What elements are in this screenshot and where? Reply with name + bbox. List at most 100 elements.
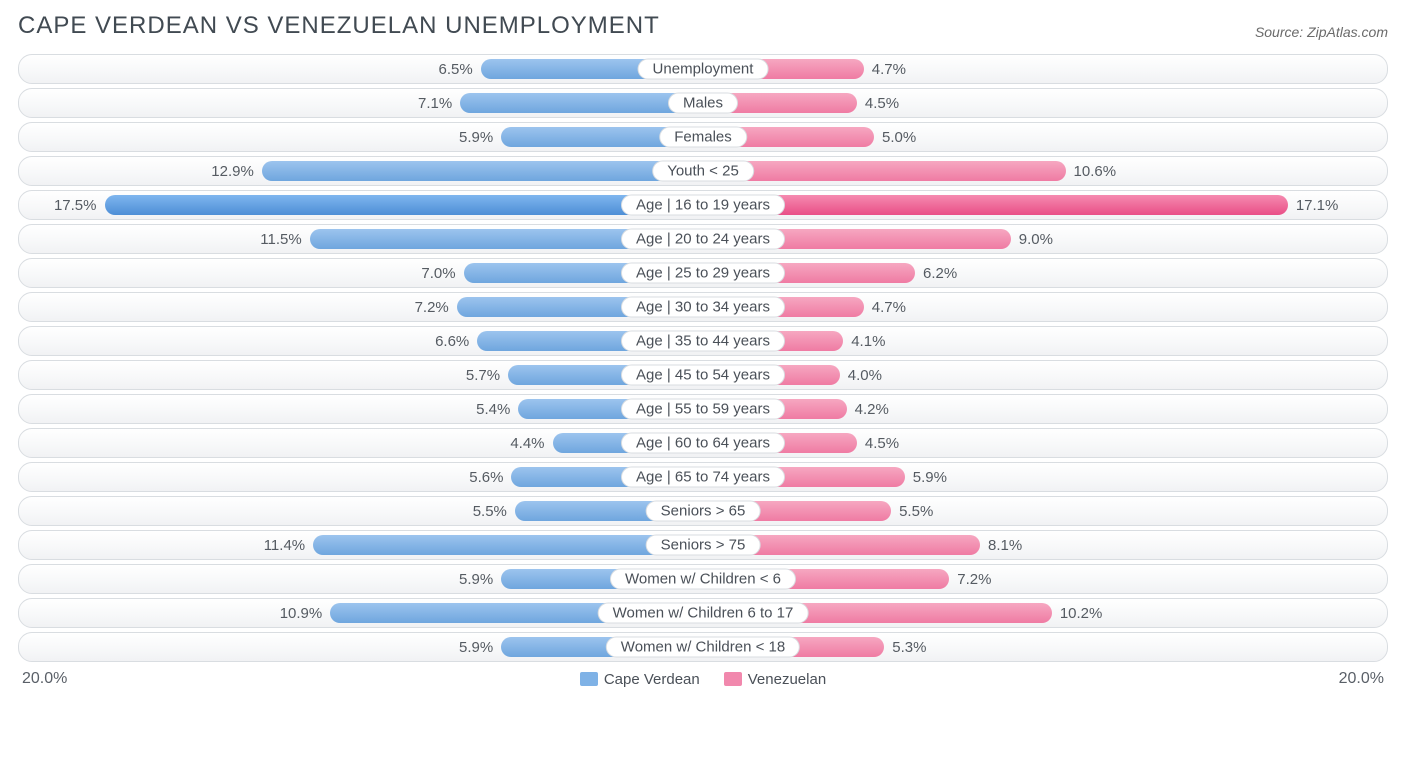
row-right-half: 5.0% — [703, 123, 1387, 151]
row-right-value: 9.0% — [1011, 231, 1061, 248]
chart-footer: 20.0% Cape Verdean Venezuelan 20.0% — [18, 670, 1388, 688]
row-right-bar — [703, 195, 1288, 215]
row-left-bar — [460, 93, 703, 113]
chart-title: CAPE VERDEAN VS VENEZUELAN UNEMPLOYMENT — [18, 12, 660, 40]
row-right-half: 5.5% — [703, 497, 1387, 525]
row-category-label: Seniors > 65 — [646, 501, 761, 522]
chart-row: 5.5%5.5%Seniors > 65 — [18, 496, 1388, 526]
legend-label-right: Venezuelan — [748, 671, 826, 688]
row-right-half: 4.7% — [703, 55, 1387, 83]
row-left-half: 5.9% — [19, 633, 703, 661]
row-left-half: 6.6% — [19, 327, 703, 355]
row-category-label: Age | 55 to 59 years — [621, 399, 785, 420]
legend-item-right: Venezuelan — [724, 671, 826, 688]
row-right-half: 8.1% — [703, 531, 1387, 559]
row-left-half: 5.4% — [19, 395, 703, 423]
row-category-label: Females — [659, 127, 747, 148]
row-category-label: Women w/ Children < 6 — [610, 569, 796, 590]
chart-row: 5.9% 5.3% Women w/ Children < 18 — [18, 632, 1388, 662]
row-left-half: 7.1% — [19, 89, 703, 117]
row-right-value: 8.1% — [980, 537, 1030, 554]
row-left-value: 6.5% — [431, 61, 481, 78]
row-left-half: 11.4% — [19, 531, 703, 559]
row-right-value: 5.3% — [884, 639, 934, 656]
row-left-value: 5.9% — [451, 639, 501, 656]
chart-row: 5.9% 5.0% Females — [18, 122, 1388, 152]
chart-row: 6.6%4.1%Age | 35 to 44 years — [18, 326, 1388, 356]
row-left-value: 5.9% — [451, 129, 501, 146]
axis-left-max: 20.0% — [22, 670, 67, 688]
row-right-half: 4.0% — [703, 361, 1387, 389]
row-left-half: 4.4% — [19, 429, 703, 457]
header: CAPE VERDEAN VS VENEZUELAN UNEMPLOYMENT … — [18, 12, 1388, 40]
row-left-bar — [313, 535, 703, 555]
row-right-half: 5.9% — [703, 463, 1387, 491]
row-left-value: 11.4% — [256, 537, 313, 554]
chart-row: 6.5% 4.7% Unemployment — [18, 54, 1388, 84]
row-right-value: 4.5% — [857, 95, 907, 112]
row-category-label: Youth < 25 — [652, 161, 754, 182]
row-right-half: 4.7% — [703, 293, 1387, 321]
row-left-half: 5.9% — [19, 565, 703, 593]
row-left-value: 5.4% — [468, 401, 518, 418]
row-category-label: Unemployment — [638, 59, 769, 80]
chart-row: 7.0% 6.2% Age | 25 to 29 years — [18, 258, 1388, 288]
row-category-label: Age | 16 to 19 years — [621, 195, 785, 216]
row-left-value: 17.5% — [46, 197, 105, 214]
row-right-value: 4.0% — [840, 367, 890, 384]
row-left-half: 12.9% — [19, 157, 703, 185]
row-left-value: 10.9% — [272, 605, 331, 622]
row-left-half: 5.7% — [19, 361, 703, 389]
row-left-half: 6.5% — [19, 55, 703, 83]
row-right-value: 5.9% — [905, 469, 955, 486]
row-right-bar — [703, 161, 1066, 181]
source-name: ZipAtlas.com — [1307, 24, 1388, 40]
row-right-half: 10.6% — [703, 157, 1387, 185]
row-left-value: 11.5% — [252, 231, 309, 248]
row-right-value: 7.2% — [949, 571, 999, 588]
row-left-half: 5.6% — [19, 463, 703, 491]
row-left-value: 7.0% — [413, 265, 463, 282]
row-right-half: 4.5% — [703, 89, 1387, 117]
row-left-half: 7.0% — [19, 259, 703, 287]
chart-row: 4.4%4.5%Age | 60 to 64 years — [18, 428, 1388, 458]
row-left-value: 12.9% — [203, 163, 262, 180]
row-right-half: 4.5% — [703, 429, 1387, 457]
row-category-label: Age | 30 to 34 years — [621, 297, 785, 318]
chart-container: CAPE VERDEAN VS VENEZUELAN UNEMPLOYMENT … — [0, 0, 1406, 698]
row-right-half: 17.1% — [703, 191, 1387, 219]
chart-row: 5.4%4.2%Age | 55 to 59 years — [18, 394, 1388, 424]
chart-row: 17.5% 17.1% Age | 16 to 19 years — [18, 190, 1388, 220]
row-category-label: Women w/ Children < 18 — [606, 637, 800, 658]
row-right-value: 17.1% — [1288, 197, 1347, 214]
legend-item-left: Cape Verdean — [580, 671, 700, 688]
row-right-half: 4.1% — [703, 327, 1387, 355]
row-category-label: Age | 45 to 54 years — [621, 365, 785, 386]
row-category-label: Age | 25 to 29 years — [621, 263, 785, 284]
row-right-value: 6.2% — [915, 265, 965, 282]
source-attribution: Source: ZipAtlas.com — [1255, 24, 1388, 40]
chart-rows: 6.5% 4.7% Unemployment 7.1% 4.5% Males 5.9% 5.0… — [18, 54, 1388, 662]
row-right-value: 10.2% — [1052, 605, 1111, 622]
row-right-value: 4.7% — [864, 61, 914, 78]
row-category-label: Seniors > 75 — [646, 535, 761, 556]
row-left-value: 6.6% — [427, 333, 477, 350]
chart-row: 10.9% 10.2% Women w/ Children 6 to 17 — [18, 598, 1388, 628]
row-left-value: 5.9% — [451, 571, 501, 588]
row-right-value: 4.7% — [864, 299, 914, 316]
row-category-label: Age | 20 to 24 years — [621, 229, 785, 250]
row-left-value: 4.4% — [502, 435, 552, 452]
chart-row: 11.4% 8.1% Seniors > 75 — [18, 530, 1388, 560]
row-category-label: Males — [668, 93, 738, 114]
row-left-value: 7.1% — [410, 95, 460, 112]
row-left-half: 11.5% — [19, 225, 703, 253]
chart-row: 11.5% 9.0% Age | 20 to 24 years — [18, 224, 1388, 254]
row-left-half: 5.9% — [19, 123, 703, 151]
chart-row: 5.7% 4.0% Age | 45 to 54 years — [18, 360, 1388, 390]
row-category-label: Women w/ Children 6 to 17 — [598, 603, 809, 624]
row-right-value: 4.1% — [843, 333, 893, 350]
row-right-half: 7.2% — [703, 565, 1387, 593]
chart-row: 12.9% 10.6%Youth < 25 — [18, 156, 1388, 186]
row-right-value: 5.0% — [874, 129, 924, 146]
row-left-half: 7.2% — [19, 293, 703, 321]
